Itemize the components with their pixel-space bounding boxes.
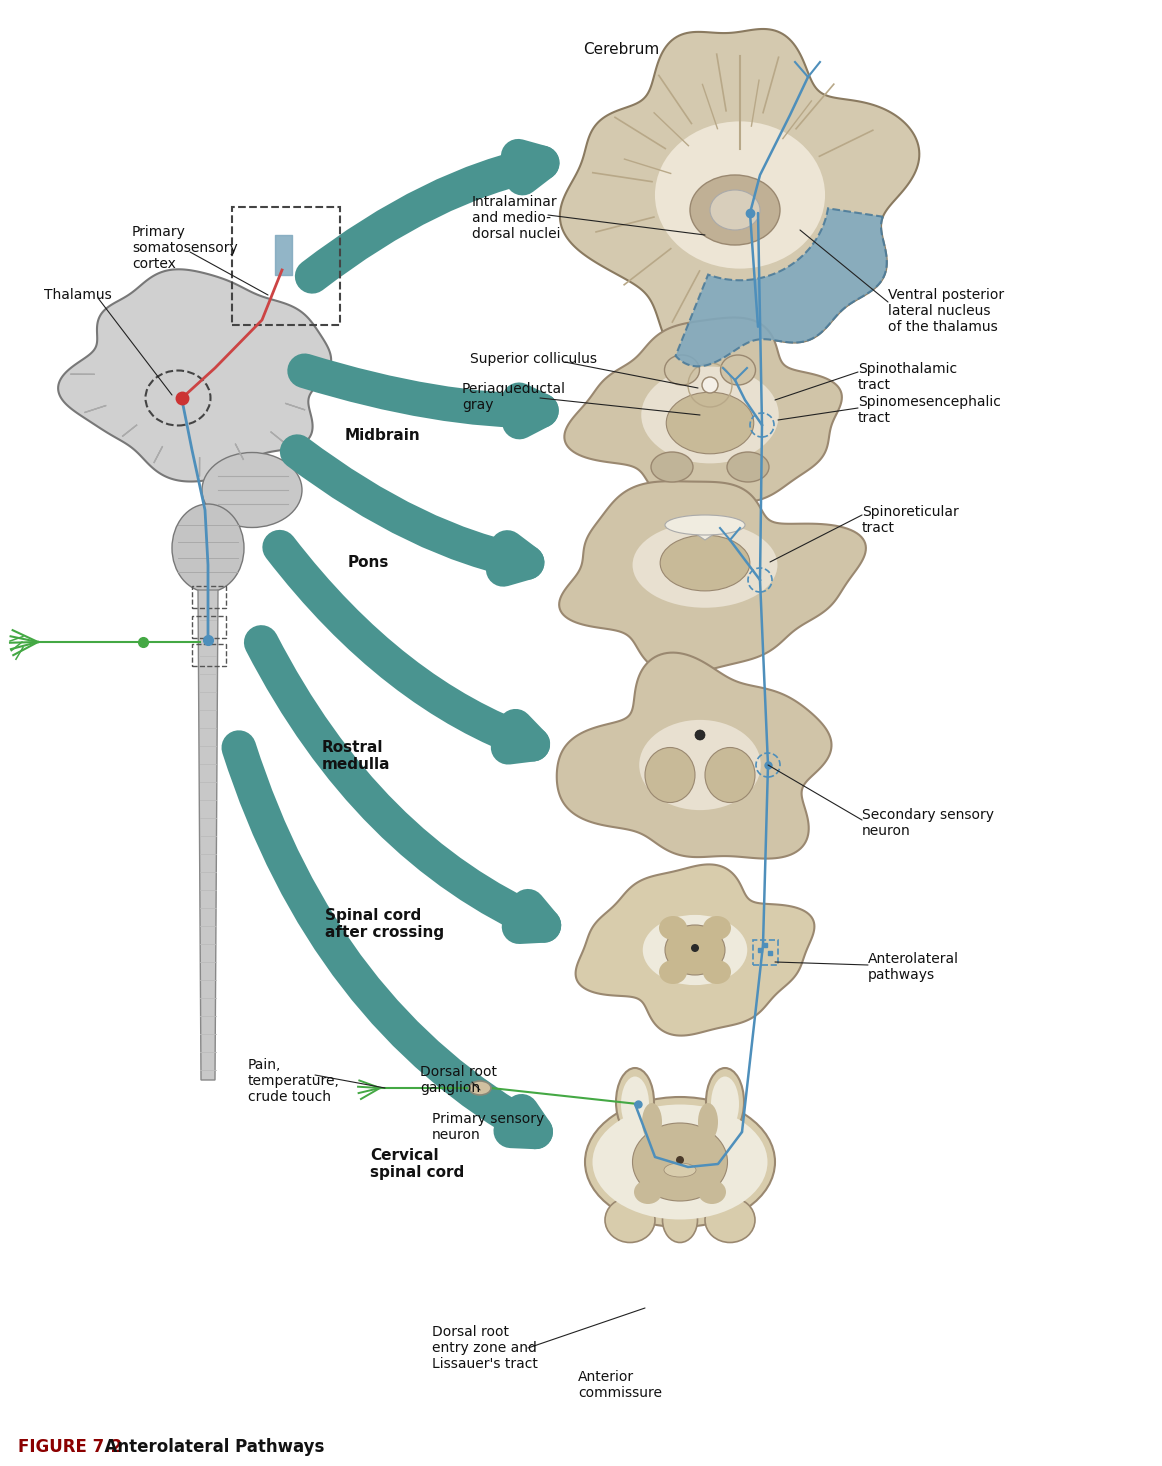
Ellipse shape xyxy=(645,748,695,802)
Text: Secondary sensory
neuron: Secondary sensory neuron xyxy=(862,808,994,839)
Text: Dorsal root
entry zone and
Lissauer's tract: Dorsal root entry zone and Lissauer's tr… xyxy=(432,1325,538,1371)
Ellipse shape xyxy=(643,915,747,985)
Text: Anterior
commissure: Anterior commissure xyxy=(578,1371,662,1400)
Ellipse shape xyxy=(705,1198,755,1243)
Ellipse shape xyxy=(634,1180,662,1204)
Text: Dorsal root
ganglion: Dorsal root ganglion xyxy=(419,1064,497,1095)
Ellipse shape xyxy=(706,1069,744,1136)
Ellipse shape xyxy=(621,1076,650,1132)
Circle shape xyxy=(691,944,700,951)
Text: Spinothalamic
tract: Spinothalamic tract xyxy=(858,362,957,393)
Ellipse shape xyxy=(593,1104,767,1220)
Polygon shape xyxy=(58,270,331,481)
Text: Primary
somatosensory
cortex: Primary somatosensory cortex xyxy=(132,224,238,271)
Ellipse shape xyxy=(665,925,725,975)
Text: Spinomesencephalic
tract: Spinomesencephalic tract xyxy=(858,394,1000,425)
Text: Primary sensory
neuron: Primary sensory neuron xyxy=(432,1113,544,1142)
Ellipse shape xyxy=(720,355,755,386)
Polygon shape xyxy=(565,318,842,503)
Text: Ventral posterior
lateral nucleus
of the thalamus: Ventral posterior lateral nucleus of the… xyxy=(888,287,1004,334)
Text: Cerebrum: Cerebrum xyxy=(583,43,659,57)
Text: Spinoreticular
tract: Spinoreticular tract xyxy=(862,504,959,535)
Circle shape xyxy=(676,1157,684,1164)
Ellipse shape xyxy=(664,1163,696,1177)
Ellipse shape xyxy=(662,1198,697,1243)
Polygon shape xyxy=(675,208,887,366)
Ellipse shape xyxy=(632,1123,727,1201)
Polygon shape xyxy=(198,589,218,1080)
Ellipse shape xyxy=(641,366,779,463)
Text: Pons: Pons xyxy=(347,556,389,570)
Circle shape xyxy=(695,730,705,740)
Ellipse shape xyxy=(727,452,769,482)
Text: Pain,
temperature,
crude touch: Pain, temperature, crude touch xyxy=(248,1058,339,1104)
Ellipse shape xyxy=(651,452,693,482)
Ellipse shape xyxy=(605,1198,655,1243)
Ellipse shape xyxy=(632,522,777,608)
Ellipse shape xyxy=(690,174,780,245)
Polygon shape xyxy=(557,652,832,859)
Polygon shape xyxy=(575,865,815,1035)
Ellipse shape xyxy=(469,1080,492,1095)
Ellipse shape xyxy=(202,453,302,528)
Text: Periaqueductal
gray: Periaqueductal gray xyxy=(462,383,566,412)
Ellipse shape xyxy=(660,535,749,591)
Ellipse shape xyxy=(703,916,731,940)
Ellipse shape xyxy=(655,122,825,268)
Text: Thalamus: Thalamus xyxy=(44,287,112,302)
Ellipse shape xyxy=(705,748,755,802)
Polygon shape xyxy=(670,520,740,539)
Text: Anterolateral
pathways: Anterolateral pathways xyxy=(868,951,959,982)
Ellipse shape xyxy=(641,1102,662,1141)
Ellipse shape xyxy=(659,960,687,984)
Polygon shape xyxy=(559,481,866,674)
Ellipse shape xyxy=(616,1069,654,1136)
Ellipse shape xyxy=(172,504,244,592)
Ellipse shape xyxy=(666,393,754,454)
Ellipse shape xyxy=(711,1076,739,1132)
Text: Rostral
medulla: Rostral medulla xyxy=(322,740,390,773)
Text: Anterolateral Pathways: Anterolateral Pathways xyxy=(93,1438,324,1456)
Text: Intralaminar
and medio-
dorsal nuclei: Intralaminar and medio- dorsal nuclei xyxy=(472,195,560,242)
Ellipse shape xyxy=(698,1102,718,1141)
Ellipse shape xyxy=(659,916,687,940)
Text: FIGURE 7.2: FIGURE 7.2 xyxy=(17,1438,122,1456)
Text: Cervical
spinal cord: Cervical spinal cord xyxy=(370,1148,465,1180)
Ellipse shape xyxy=(703,960,731,984)
Ellipse shape xyxy=(639,720,761,811)
Circle shape xyxy=(702,377,718,393)
Text: Spinal cord
after crossing: Spinal cord after crossing xyxy=(325,907,444,940)
Ellipse shape xyxy=(710,191,760,230)
Ellipse shape xyxy=(584,1097,775,1227)
Text: Midbrain: Midbrain xyxy=(345,428,421,443)
Text: Superior colliculus: Superior colliculus xyxy=(469,352,597,366)
Polygon shape xyxy=(560,29,919,366)
Ellipse shape xyxy=(665,355,700,386)
Ellipse shape xyxy=(665,515,745,535)
Ellipse shape xyxy=(698,1180,726,1204)
